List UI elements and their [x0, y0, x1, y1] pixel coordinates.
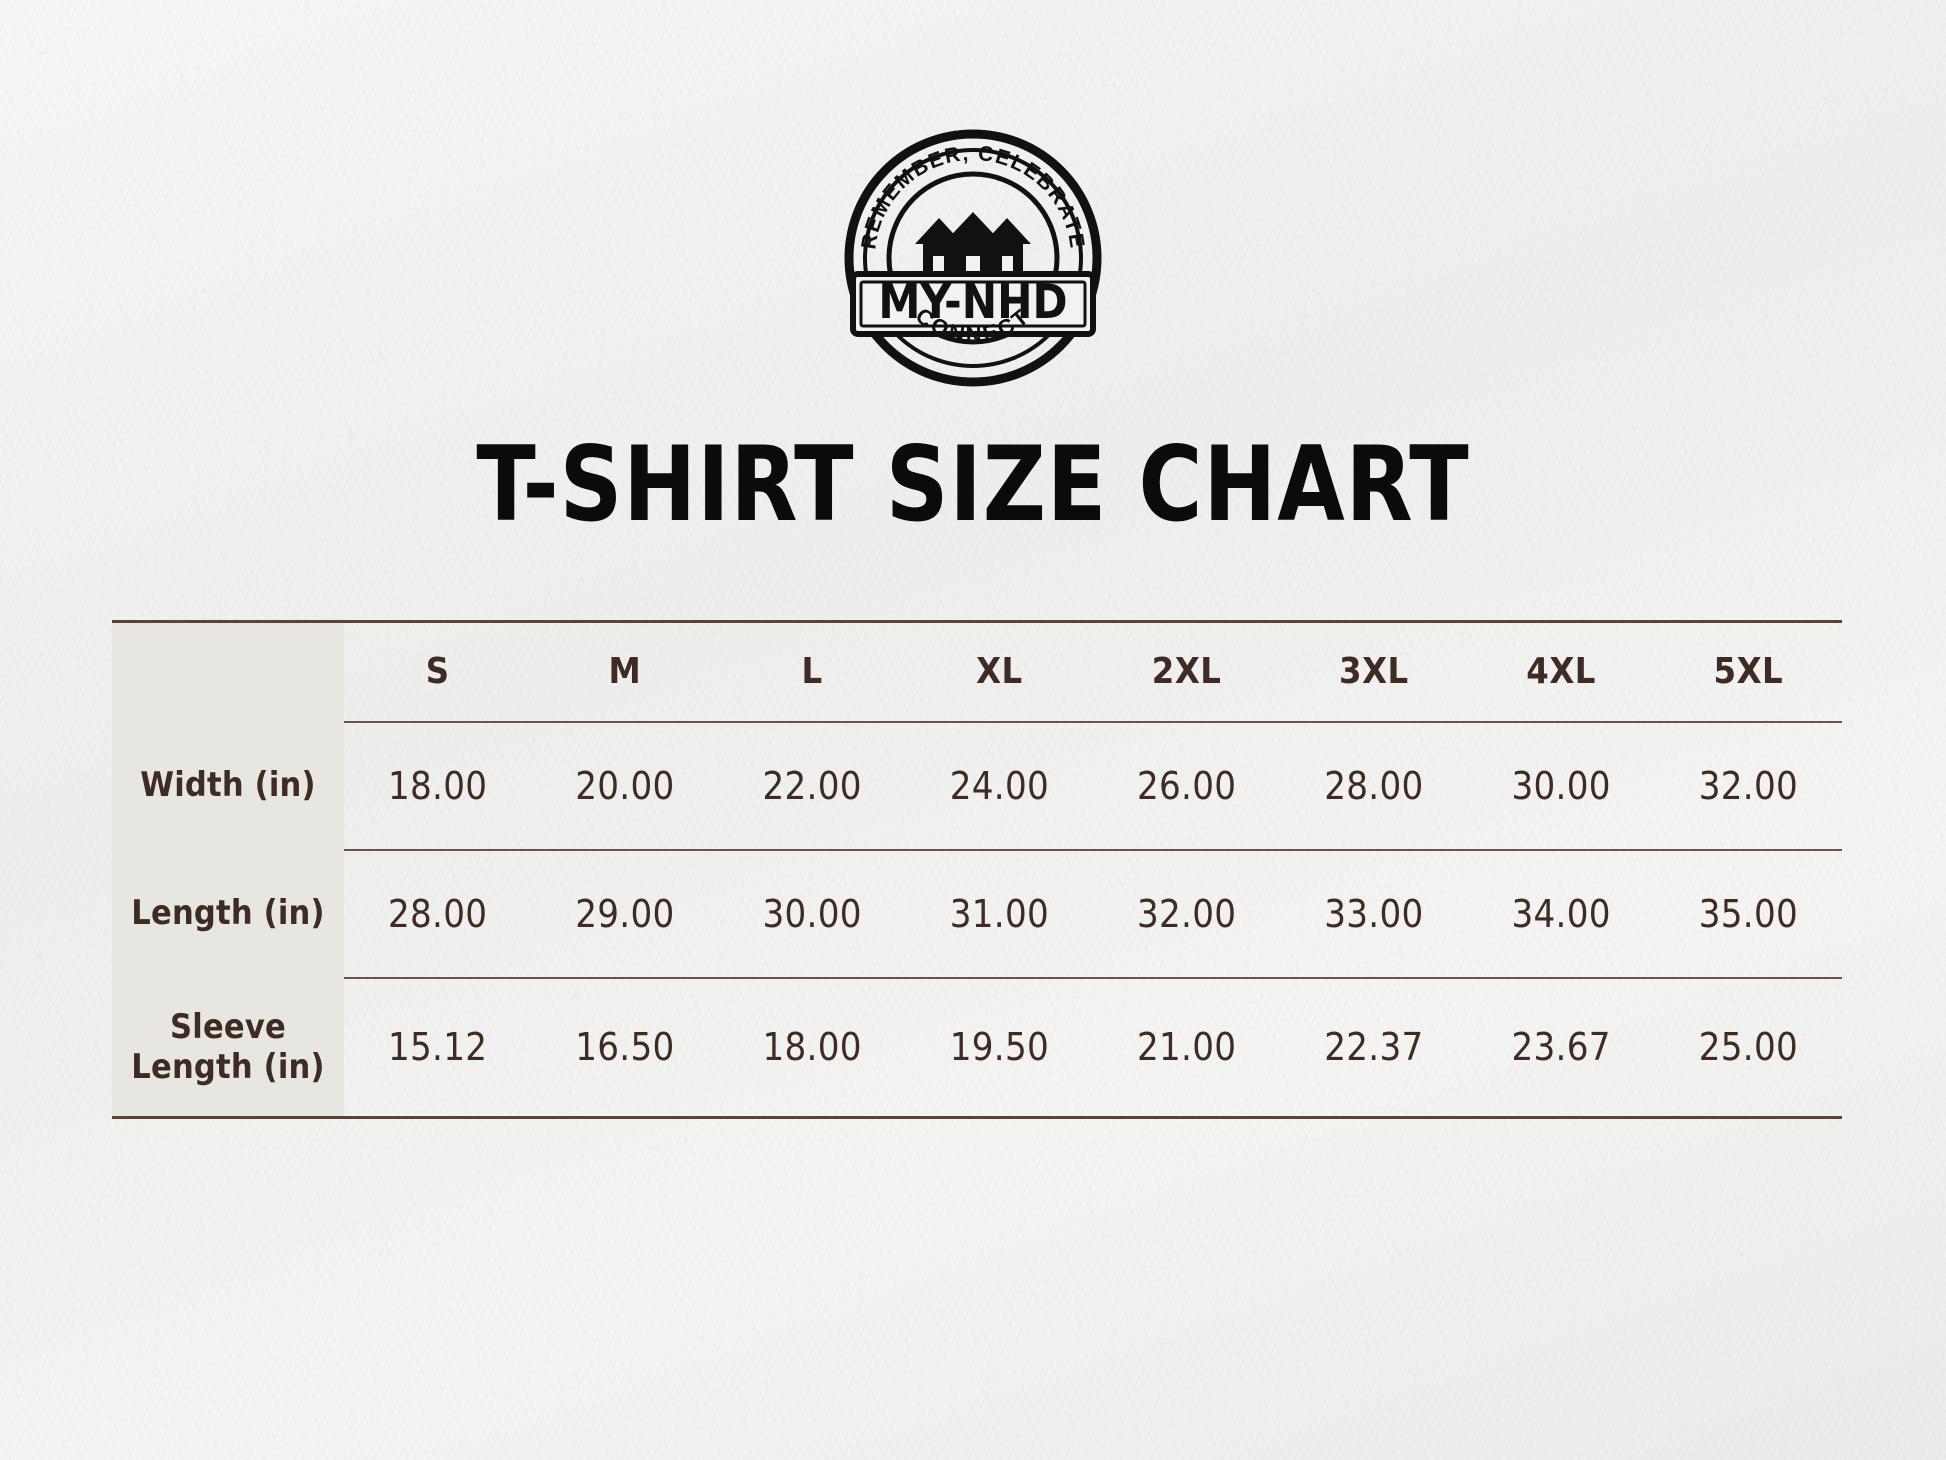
logo-wordmark: MY-NHD	[878, 275, 1067, 330]
wordmark-plate: MY-NHD	[850, 271, 1096, 337]
table-row-sleeve-length: Sleeve Length (in) 15.12 16.50 18.00 19.…	[112, 976, 1842, 1119]
column-header-s: S	[344, 620, 532, 722]
cell-width-2xl: 26.00	[1093, 720, 1281, 850]
cell-width-4xl: 30.00	[1467, 720, 1655, 850]
cell-length-5xl: 35.00	[1654, 848, 1842, 978]
cell-sleeve-s: 15.12	[344, 976, 532, 1119]
cell-width-3xl: 28.00	[1280, 720, 1468, 850]
three-houses-icon	[915, 212, 1031, 280]
row-header-width: Width (in)	[112, 720, 344, 850]
cell-length-2xl: 32.00	[1093, 848, 1281, 978]
cell-sleeve-5xl: 25.00	[1654, 976, 1842, 1119]
cell-length-l: 30.00	[718, 848, 906, 978]
my-nhd-logo-icon: MY-NHD REMEMBER, CELEBRATE CONNECT	[844, 129, 1102, 387]
table-row-length: Length (in) 28.00 29.00 30.00 31.00 32.0…	[112, 848, 1842, 978]
cell-sleeve-2xl: 21.00	[1093, 976, 1281, 1119]
table-header-row: S M L XL 2XL 3XL 4XL 5XL	[112, 620, 1842, 722]
column-header-xl: XL	[905, 620, 1093, 722]
column-header-4xl: 4XL	[1467, 620, 1655, 722]
table-corner-cell	[112, 620, 344, 722]
cell-length-4xl: 34.00	[1467, 848, 1655, 978]
table-row-width: Width (in) 18.00 20.00 22.00 24.00 26.00…	[112, 720, 1842, 850]
column-header-3xl: 3XL	[1280, 620, 1468, 722]
page-title: T-SHIRT SIZE CHART	[476, 425, 1470, 545]
column-header-l: L	[718, 620, 906, 722]
column-header-2xl: 2XL	[1093, 620, 1281, 722]
column-header-5xl: 5XL	[1654, 620, 1842, 722]
size-chart-table-container: S M L XL 2XL 3XL 4XL 5XL Width (in) 18.0…	[112, 620, 1842, 1119]
cell-sleeve-4xl: 23.67	[1467, 976, 1655, 1119]
row-header-length: Length (in)	[112, 848, 344, 978]
cell-sleeve-l: 18.00	[718, 976, 906, 1119]
row-header-sleeve-length: Sleeve Length (in)	[112, 976, 344, 1119]
cell-length-s: 28.00	[344, 848, 532, 978]
cell-width-l: 22.00	[718, 720, 906, 850]
cell-width-s: 18.00	[344, 720, 532, 850]
brand-logo: MY-NHD REMEMBER, CELEBRATE CONNECT	[0, 128, 1946, 388]
cell-sleeve-m: 16.50	[531, 976, 719, 1119]
cell-width-xl: 24.00	[905, 720, 1093, 850]
cell-width-m: 20.00	[531, 720, 719, 850]
cell-length-m: 29.00	[531, 848, 719, 978]
cell-sleeve-3xl: 22.37	[1280, 976, 1468, 1119]
size-chart-table: S M L XL 2XL 3XL 4XL 5XL Width (in) 18.0…	[112, 620, 1842, 1119]
column-header-m: M	[531, 620, 719, 722]
cell-sleeve-xl: 19.50	[905, 976, 1093, 1119]
cell-width-5xl: 32.00	[1654, 720, 1842, 850]
cell-length-xl: 31.00	[905, 848, 1093, 978]
cell-length-3xl: 33.00	[1280, 848, 1468, 978]
